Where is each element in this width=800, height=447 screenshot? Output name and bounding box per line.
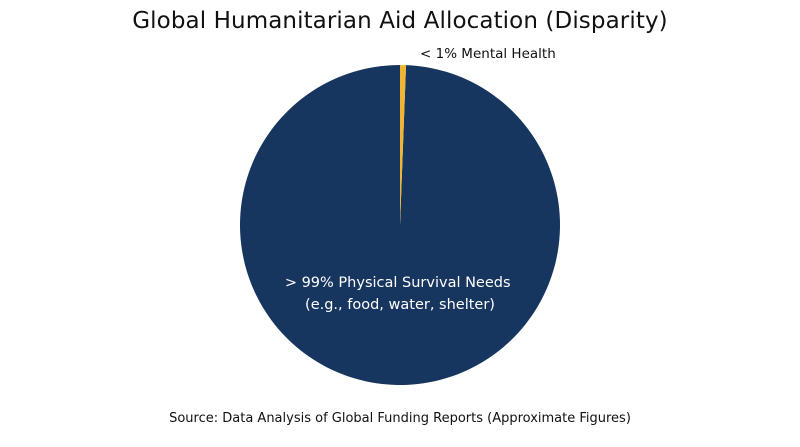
slice-label-mental-health: < 1% Mental Health (420, 46, 556, 62)
slice-label-physical-survival-needs: > 99% Physical Survival Needs (e.g., foo… (285, 275, 515, 313)
slice-label-line-2: (e.g., food, water, shelter) (305, 297, 495, 313)
source-note: Source: Data Analysis of Global Funding … (169, 411, 631, 426)
pie-slice-mental-health (400, 65, 407, 225)
chart-title: Global Humanitarian Aid Allocation (Disp… (132, 8, 668, 34)
pie-slice-physical-survival-needs (239, 65, 560, 385)
slice-label-line-1: > 99% Physical Survival Needs (285, 275, 511, 291)
